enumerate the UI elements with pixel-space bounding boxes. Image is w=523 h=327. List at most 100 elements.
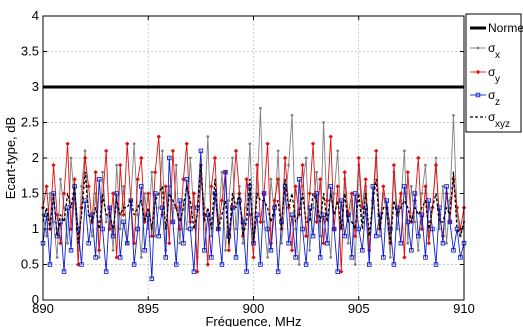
data-point-sy: [103, 148, 109, 154]
data-point-sy: [152, 170, 158, 175]
data-point-sz: [377, 212, 383, 218]
legend-sub-sxyz: xyz: [495, 119, 510, 130]
data-point-sx: [122, 185, 126, 188]
data-point-sy: [163, 184, 168, 189]
legend-sub-sy: y: [495, 74, 500, 85]
data-point-sx: [269, 177, 273, 181]
legend-sub-sx: x: [495, 50, 500, 61]
y-tick-label: 0.5: [21, 257, 39, 272]
y-tick-label: 2: [32, 150, 39, 165]
legend-marker-sz: [475, 92, 481, 98]
x-tick-label: 900: [243, 301, 265, 316]
data-point-sz: [177, 198, 183, 203]
data-point-sz: [198, 148, 204, 154]
data-point-sz: [131, 262, 137, 267]
data-point-sy: [419, 226, 425, 232]
data-point-sy: [209, 184, 214, 189]
data-point-sz: [223, 169, 228, 175]
data-point-sx: [403, 149, 406, 153]
data-point-sx: [55, 256, 59, 259]
data-point-sz: [170, 219, 176, 225]
data-point-sy: [339, 269, 344, 274]
data-point-sy: [381, 184, 386, 189]
legend-label-sxyz: σ: [488, 110, 496, 124]
data-point-sz: [360, 248, 365, 253]
data-point-sx: [276, 149, 280, 153]
data-point-sz: [296, 177, 302, 182]
data-point-sz: [139, 184, 144, 189]
data-point-sz: [47, 262, 53, 267]
data-point-sz: [314, 191, 319, 196]
data-point-sx: [231, 156, 234, 160]
data-point-sz: [321, 212, 326, 218]
data-point-sx: [378, 234, 382, 238]
data-point-sy: [321, 241, 326, 246]
data-point-sy: [258, 219, 263, 225]
data-point-sz: [233, 255, 239, 260]
data-point-sz: [398, 240, 404, 246]
data-point-sz: [430, 226, 435, 232]
data-point-sy: [426, 241, 432, 246]
data-point-sz: [307, 205, 312, 210]
data-point-sx: [294, 227, 297, 231]
data-point-sy: [433, 162, 439, 168]
data-point-sx: [441, 185, 445, 188]
data-point-sy: [118, 162, 123, 168]
data-point-sz: [370, 184, 376, 189]
data-point-sz: [68, 248, 74, 253]
data-point-sz: [345, 212, 351, 218]
data-point-sz: [352, 191, 358, 196]
data-point-sy: [374, 148, 379, 154]
data-point-sz: [191, 269, 197, 274]
data-point-sz: [61, 269, 67, 274]
data-point-sx: [188, 156, 192, 160]
data-point-sx: [220, 170, 224, 174]
data-point-sz: [444, 184, 449, 189]
y-tick-label: 1.5: [21, 186, 39, 201]
data-point-sz: [184, 177, 190, 182]
data-point-sy: [286, 205, 291, 210]
data-point-sy: [265, 141, 270, 146]
data-point-sz: [93, 255, 98, 260]
data-point-sy: [139, 155, 144, 161]
data-point-sy: [205, 262, 211, 267]
data-point-sx: [48, 192, 52, 195]
data-point-sy: [272, 198, 277, 203]
series-sz: [40, 148, 467, 281]
data-point-sx: [437, 227, 441, 231]
data-point-sy: [303, 233, 309, 239]
data-point-sz: [419, 212, 425, 218]
data-point-sy: [72, 177, 77, 182]
data-point-sy: [349, 191, 355, 196]
data-point-sy: [156, 134, 161, 139]
data-point-sx: [157, 206, 161, 210]
data-point-sz: [437, 205, 442, 210]
data-point-sx: [153, 234, 157, 238]
data-point-sz: [212, 191, 218, 196]
data-point-sx: [297, 263, 301, 266]
x-tick-label: 910: [453, 301, 475, 316]
data-point-sz: [142, 248, 147, 253]
data-point-sy: [335, 184, 340, 189]
data-point-sx: [66, 241, 70, 245]
data-point-sy: [416, 155, 421, 161]
data-point-sz: [100, 226, 105, 232]
data-point-sx: [280, 241, 283, 245]
data-point-sz: [339, 198, 344, 203]
data-point-sz: [79, 262, 84, 267]
data-point-sz: [152, 191, 158, 196]
data-point-sz: [124, 240, 130, 246]
data-point-sx: [406, 241, 410, 245]
data-point-sy: [423, 184, 428, 189]
data-point-sy: [318, 177, 323, 182]
data-point-sz: [58, 219, 63, 225]
ticks: 890 895 900 905 910 0 0.5 1 1.5 2 2.5 3 3.5 4: [21, 8, 475, 316]
data-point-sx: [111, 248, 115, 252]
data-point-sy: [251, 255, 256, 260]
data-point-sy: [398, 191, 404, 196]
data-point-sy: [195, 269, 200, 274]
data-point-sx: [59, 177, 62, 181]
data-point-sz: [135, 226, 140, 232]
data-point-sz: [244, 269, 249, 274]
